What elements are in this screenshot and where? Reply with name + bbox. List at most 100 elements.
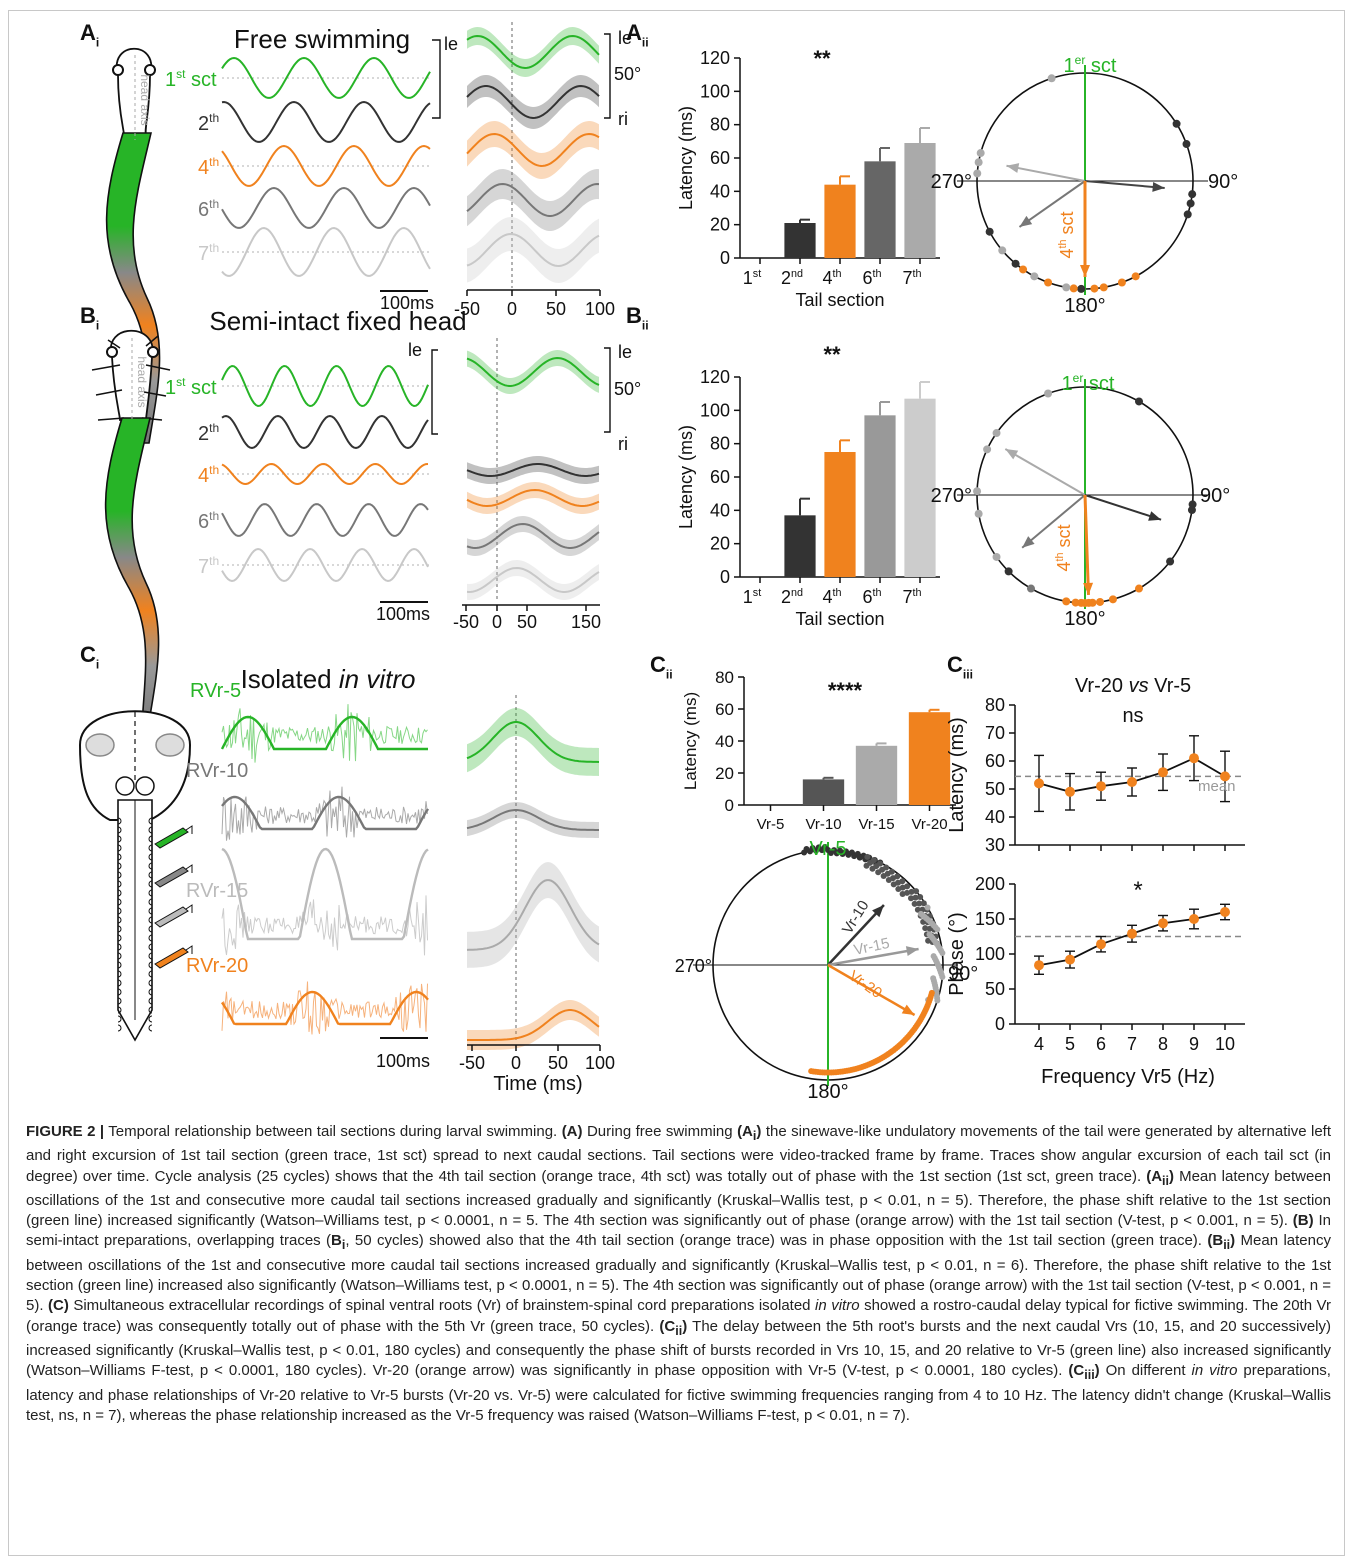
latency-chart-sig: ns <box>1122 705 1143 727</box>
phase-dot <box>1019 265 1028 274</box>
y-tick-label: 30 <box>985 835 1005 855</box>
phase-chart-x-title: Frequency Vr5 (Hz) <box>1041 1066 1215 1088</box>
mean-vector <box>827 904 885 966</box>
y-tick-label: 200 <box>975 874 1005 894</box>
fixation-pin <box>97 417 125 421</box>
figure-frame <box>8 10 1345 1556</box>
trace-label: 2th <box>198 111 219 135</box>
x-tick-label: 6 <box>1096 1034 1106 1054</box>
y-tick-label: 0 <box>720 567 730 587</box>
y-tick-label: 20 <box>710 215 730 235</box>
figure-graphics: Ai Aii Bi Bii Ci Cii Ciii Free swimming Semi-int… <box>78 20 1245 1103</box>
y-tick-label: 20 <box>710 534 730 554</box>
trace-a-1 <box>221 56 431 99</box>
x-axis-title: Time (ms) <box>493 1073 582 1095</box>
spinal-segment <box>117 961 122 969</box>
y-tick-label: 150 <box>975 909 1005 929</box>
caption-text: preparations, latency and phase relation… <box>26 1362 1331 1424</box>
scale-le: le <box>618 28 632 48</box>
x-tick-label: 4th <box>822 268 841 288</box>
bar <box>904 143 936 258</box>
fish-eye-b <box>106 346 118 358</box>
mean-vector-head <box>905 946 919 957</box>
recording-label: RVr-20 <box>186 955 248 977</box>
phase-dot <box>998 246 1007 255</box>
polar-a-right-label: 90° <box>1208 171 1238 193</box>
spinal-segment <box>148 889 153 897</box>
caption-text: In semi-intact preparations, overlapping… <box>26 1212 1331 1250</box>
fixation-pin <box>95 389 123 396</box>
polar-a-arrow-label: 4th sct <box>1057 211 1077 258</box>
phase-dot <box>899 878 906 885</box>
caption-italic: in vitro <box>815 1297 860 1315</box>
panel-label-bi: Bi <box>80 303 99 333</box>
trace-label: 6th <box>198 509 219 533</box>
phase-dot <box>888 868 895 875</box>
phase-dot <box>904 883 911 890</box>
phase-dot <box>917 894 924 901</box>
bar <box>784 223 816 258</box>
phase-dot <box>1166 557 1175 566</box>
phase-dot <box>992 552 1001 561</box>
avg-c-mean <box>466 879 600 951</box>
x-tick-label: 150 <box>571 612 601 632</box>
y-tick-label: 100 <box>700 81 730 101</box>
significance-c: **** <box>828 678 863 703</box>
x-tick-label: Vr-20 <box>911 816 947 833</box>
scale-bracket-avg-b <box>604 347 611 433</box>
y-tick-label: 80 <box>715 668 734 687</box>
y-tick-label: 60 <box>715 700 734 719</box>
avg-a-band <box>467 217 599 283</box>
spinal-segment <box>117 835 122 843</box>
phase-dot <box>1117 278 1126 287</box>
mean-vector-head <box>872 905 884 918</box>
recording-label: RVr-5 <box>190 680 241 702</box>
x-tick-label: -50 <box>459 1053 485 1073</box>
panel-title-b: Semi-intact fixed head <box>209 306 466 336</box>
prep-lobe-c <box>115 776 135 796</box>
spinal-segment <box>117 853 122 861</box>
mean-label: mean <box>1198 778 1236 795</box>
envelope-trace <box>220 715 428 751</box>
envelope-trace <box>221 847 429 941</box>
phase-dot <box>983 445 992 454</box>
caption-text: During free swimming <box>582 1123 738 1140</box>
phase-dot <box>907 895 914 902</box>
phase-dot <box>877 860 884 867</box>
y-tick-label: 60 <box>710 467 730 487</box>
mean-vector-head <box>1006 163 1020 173</box>
phase-dot <box>939 949 946 956</box>
x-tick-label: 0 <box>492 612 502 632</box>
y-tick-label: 0 <box>995 1014 1005 1034</box>
phase-chart-y-title: Phase (°) <box>946 912 968 996</box>
avg-b-mean <box>466 463 600 477</box>
scale-bracket-a <box>432 39 441 119</box>
spinal-segment <box>148 1006 153 1014</box>
electrode-tip <box>185 904 193 913</box>
x-tick-label: 1st <box>743 268 761 288</box>
x-tick-label: 0 <box>511 1053 521 1073</box>
head-axis-label: head axis <box>135 356 149 407</box>
trace-a-3 <box>221 144 431 187</box>
scale-deg: 50° <box>614 379 641 399</box>
scale-le: le <box>444 34 458 54</box>
phase-dot <box>883 864 890 871</box>
fixation-pin <box>91 364 121 371</box>
significance-b: ** <box>823 342 841 367</box>
latency-chart-y-title: Latency (ms) <box>946 717 968 833</box>
avg-b-mean <box>466 488 600 508</box>
x-tick-label: 50 <box>517 612 537 632</box>
recording-label: RVr-15 <box>186 880 248 902</box>
time-scale-label: 100ms <box>380 293 434 313</box>
spinal-segment <box>117 844 122 852</box>
polar-b-arrow-label: 4th sct <box>1054 524 1074 571</box>
raw-recording <box>221 895 428 956</box>
polar-b-right-label: 90° <box>1200 485 1230 507</box>
caption-text: On different <box>1099 1362 1192 1380</box>
phase-dot <box>1030 272 1039 281</box>
spinal-segment <box>148 961 153 969</box>
phase-dot <box>1182 140 1191 149</box>
spinal-segment <box>117 1006 122 1014</box>
spinal-segment <box>148 862 153 870</box>
panel-title-a: Free swimming <box>234 24 410 54</box>
